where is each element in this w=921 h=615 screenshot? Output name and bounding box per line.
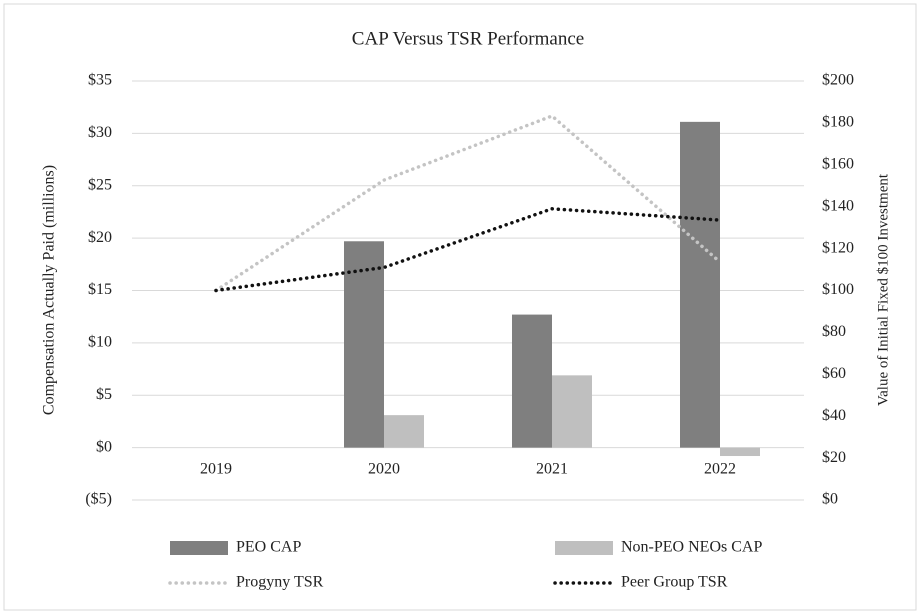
- y2-tick-label: $160: [822, 155, 854, 172]
- x-tick-label: 2020: [368, 460, 400, 477]
- legend-swatch: [170, 541, 228, 555]
- bar: [512, 314, 552, 448]
- y-tick-label: ($5): [85, 491, 112, 508]
- legend-label: Non-PEO NEOs CAP: [621, 539, 762, 556]
- legend-swatch: [555, 541, 613, 555]
- y2-tick-label: $120: [822, 239, 854, 256]
- y-tick-label: $25: [88, 176, 112, 193]
- x-tick-label: 2019: [200, 460, 232, 477]
- y-tick-label: $20: [88, 229, 112, 246]
- y2-tick-label: $200: [822, 72, 854, 89]
- y2-tick-label: $40: [822, 407, 846, 424]
- y-tick-label: $0: [96, 438, 112, 455]
- bar: [552, 375, 592, 448]
- y-tick-label: $5: [96, 386, 112, 403]
- bar: [344, 241, 384, 448]
- y2-tick-label: $60: [822, 365, 846, 382]
- bar: [384, 415, 424, 448]
- chart-title: CAP Versus TSR Performance: [352, 28, 584, 49]
- y2-axis-title: Value of Initial Fixed $100 Investment: [875, 173, 891, 406]
- y2-tick-label: $80: [822, 323, 846, 340]
- legend-label: Peer Group TSR: [621, 574, 728, 591]
- legend-label: PEO CAP: [236, 539, 301, 556]
- y2-tick-label: $140: [822, 197, 854, 214]
- y2-tick-label: $0: [822, 491, 838, 508]
- line-series: [214, 207, 722, 293]
- y2-tick-label: $180: [822, 114, 854, 131]
- y-tick-label: $10: [88, 334, 112, 351]
- y-tick-label: $15: [88, 281, 112, 298]
- bar: [720, 447, 760, 457]
- y-axis-title: Compensation Actually Paid (millions): [41, 165, 58, 415]
- legend-label: Progyny TSR: [236, 574, 324, 591]
- y-tick-label: $35: [88, 72, 112, 89]
- bar: [680, 121, 720, 448]
- y-tick-label: $30: [88, 124, 112, 141]
- y2-tick-label: $20: [822, 449, 846, 466]
- x-tick-label: 2022: [704, 460, 736, 477]
- chart-frame: [3, 3, 917, 611]
- y2-tick-label: $100: [822, 281, 854, 298]
- x-tick-label: 2021: [536, 460, 568, 477]
